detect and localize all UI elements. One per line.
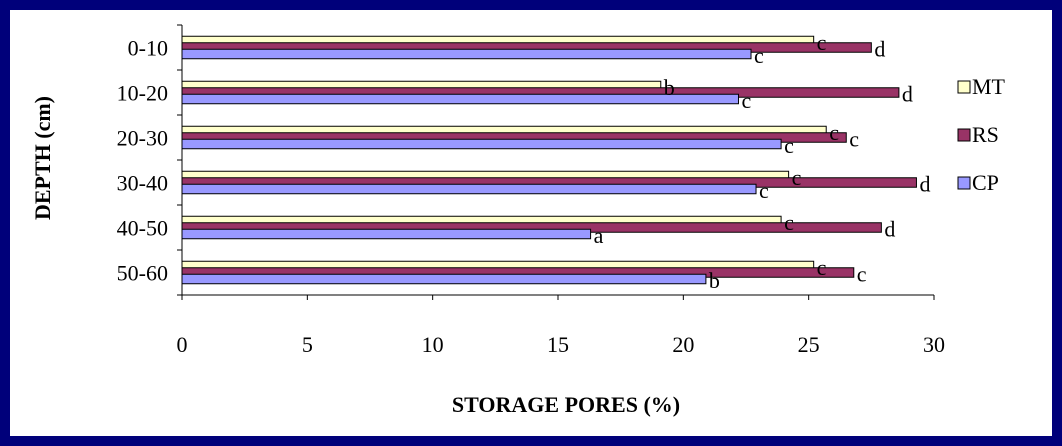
bar-chart: c dcb dcc ccc dcc dac cb 0 5 10 15 20 25 30 0-1010-2… (30, 24, 1006, 417)
bar-cp (181, 93, 739, 105)
bar-significance-label: c (741, 88, 751, 113)
bar-significance-label: d (919, 172, 930, 197)
bar-cp (181, 183, 757, 195)
bar-significance-label: c (792, 165, 802, 190)
bar-cp (181, 48, 752, 60)
bar-significance-label: c (817, 30, 827, 55)
y-category-label: 50-60 (117, 261, 168, 286)
bar-cp (181, 138, 782, 150)
y-category-label: 30-40 (117, 171, 168, 196)
bar-significance-label: d (884, 217, 895, 242)
bar-significance-label: b (664, 75, 675, 100)
bar-significance-label: c (829, 120, 839, 145)
bar-significance-label: d (902, 82, 913, 107)
bar-significance-label: c (759, 178, 769, 203)
bars-layer (181, 35, 917, 285)
x-tick-label: 5 (302, 332, 313, 357)
x-tick-label: 10 (422, 332, 444, 357)
legend-swatch-cp (957, 176, 971, 190)
bar-significance-label: c (849, 127, 859, 152)
legend-swatch-rs (957, 128, 971, 142)
bar-significance-label: c (857, 262, 867, 287)
bar-significance-label: c (784, 133, 794, 158)
x-tick-label: 15 (547, 332, 569, 357)
bar-significance-label: a (594, 223, 604, 248)
x-tick-label: 30 (923, 332, 945, 357)
bar-significance-label: b (709, 268, 720, 293)
legend-swatch-mt (957, 80, 971, 94)
y-category-label: 40-50 (117, 216, 168, 241)
bar-significance-label: c (817, 255, 827, 280)
bar-cp (181, 228, 592, 240)
x-ticks: 0 5 10 15 20 25 30 (177, 295, 945, 357)
y-category-label: 0-10 (128, 36, 168, 61)
bar-labels-layer: c dcb dcc ccc dcc dac cb (594, 30, 931, 293)
bar-cp (181, 273, 707, 285)
y-ticks: 0-10 10-20 20-30 30-40 40-50 50-60 (117, 24, 182, 296)
bar-significance-label: c (784, 210, 794, 235)
legend: MT RS CP (957, 74, 1006, 195)
x-tick-label: 25 (798, 332, 820, 357)
bar-significance-label: d (874, 37, 885, 62)
legend-label-cp: CP (972, 170, 999, 195)
x-tick-label: 20 (672, 332, 694, 357)
y-category-label: 20-30 (117, 126, 168, 151)
x-axis-title: STORAGE PORES (%) (452, 392, 680, 417)
y-category-label: 10-20 (117, 81, 168, 106)
y-axis-title: DEPTH (cm) (30, 96, 55, 220)
x-tick-label: 0 (177, 332, 188, 357)
legend-label-mt: MT (972, 74, 1006, 99)
legend-label-rs: RS (972, 122, 999, 147)
bar-significance-label: c (754, 43, 764, 68)
